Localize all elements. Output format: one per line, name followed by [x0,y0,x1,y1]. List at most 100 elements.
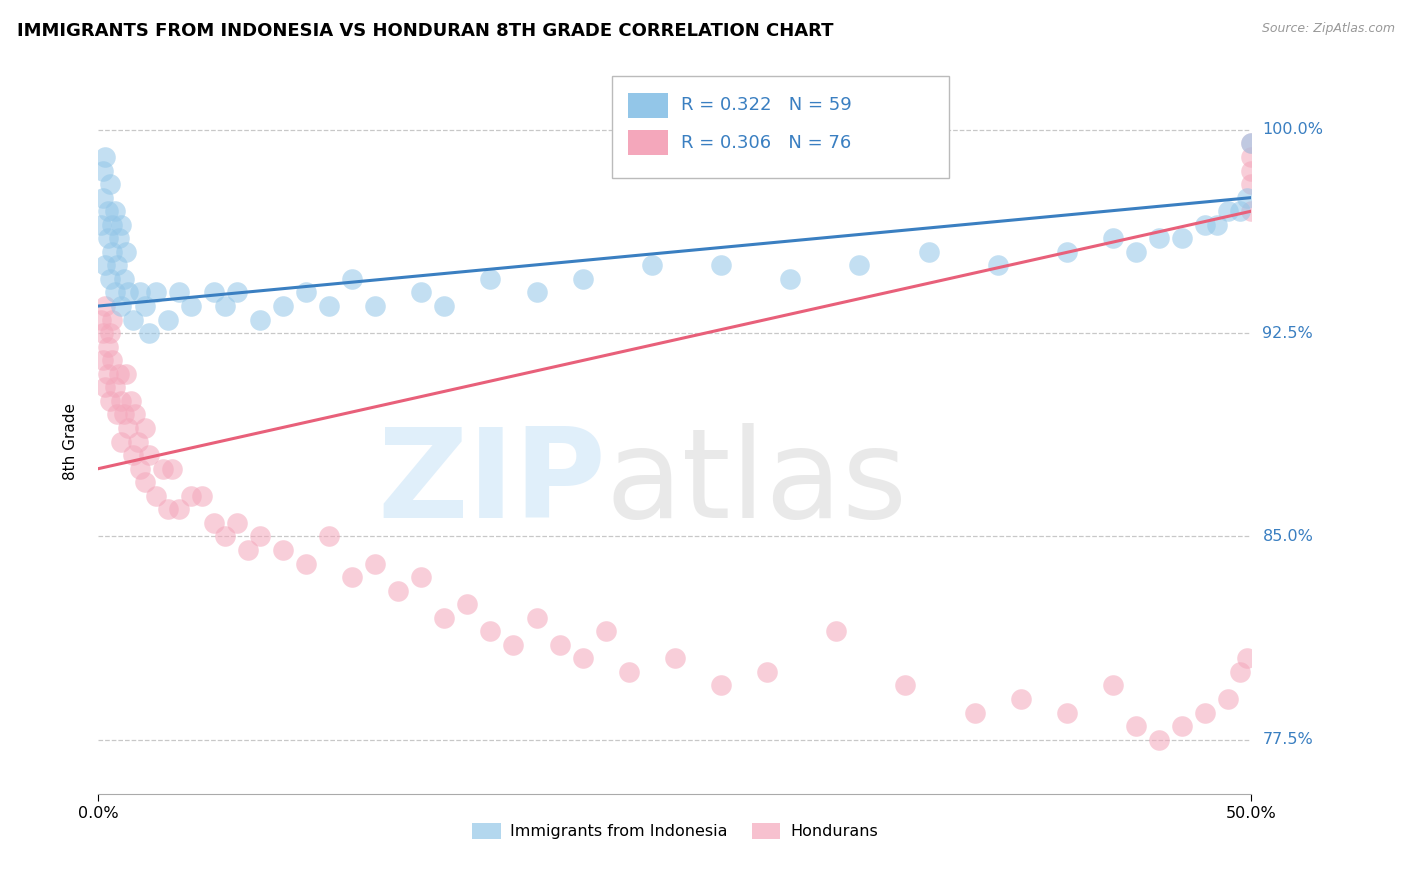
Point [1236,191,1258,205]
Point [1240,136,1263,151]
Point [156,502,179,516]
Point [180,299,202,313]
Point [103,285,125,300]
Point [1056,244,1078,259]
Point [526,611,548,625]
Point [134,475,156,490]
Point [191,489,214,503]
Point [167,285,190,300]
Point [1240,204,1263,219]
Point [120,393,142,408]
Point [1125,244,1147,259]
Point [1171,231,1194,245]
Point [97,231,120,245]
Point [779,272,801,286]
Point [1240,150,1263,164]
Point [411,285,433,300]
Point [571,272,593,286]
Point [105,408,128,422]
Point [103,380,125,394]
Point [548,638,571,652]
Point [641,259,664,273]
Point [94,150,117,164]
Point [318,529,340,543]
Point [479,272,502,286]
Point [129,285,152,300]
Point [202,516,225,530]
Point [249,312,271,326]
Point [1102,678,1125,692]
Point [1010,692,1032,706]
Point [115,244,138,259]
Point [710,678,733,692]
Point [112,408,135,422]
Point [433,611,456,625]
Point [595,624,617,639]
Point [1229,204,1251,219]
Point [225,285,247,300]
Text: Source: ZipAtlas.com: Source: ZipAtlas.com [1261,22,1395,36]
Point [134,299,156,313]
Point [295,557,318,571]
Text: 92.5%: 92.5% [1263,326,1313,341]
Point [90,312,112,326]
Point [987,259,1010,273]
Text: IMMIGRANTS FROM INDONESIA VS HONDURAN 8TH GRADE CORRELATION CHART: IMMIGRANTS FROM INDONESIA VS HONDURAN 8T… [17,22,834,40]
Point [917,244,939,259]
Point [138,448,160,462]
Point [101,312,124,326]
Point [98,326,121,340]
Point [1205,218,1227,232]
Point [129,461,152,475]
Point [411,570,433,584]
Point [122,448,145,462]
Text: ZIP: ZIP [377,424,606,544]
Point [202,285,225,300]
Point [97,204,120,219]
Point [145,489,167,503]
Point [1147,231,1170,245]
Point [526,285,548,300]
Point [963,706,986,720]
Point [1240,163,1263,178]
Point [91,191,114,205]
Point [295,285,318,300]
Point [387,583,409,598]
Point [90,218,112,232]
Text: atlas: atlas [606,424,908,544]
Point [91,326,114,340]
Point [160,461,183,475]
Point [1194,218,1216,232]
Point [664,651,686,665]
Point [479,624,502,639]
Point [98,393,121,408]
Point [122,312,145,326]
Point [214,299,236,313]
Point [1229,665,1251,679]
Point [1218,204,1240,219]
Point [249,529,271,543]
Point [848,259,870,273]
Point [1240,136,1263,151]
Point [98,177,121,191]
Point [238,543,260,558]
Point [894,678,917,692]
Text: 100.0%: 100.0% [1263,122,1323,137]
Point [1171,719,1194,733]
Text: R = 0.306   N = 76: R = 0.306 N = 76 [681,134,851,152]
Point [108,367,131,381]
Point [180,489,202,503]
Point [825,624,848,639]
Point [502,638,524,652]
Point [91,353,114,368]
Text: 85.0%: 85.0% [1263,529,1313,544]
Point [112,272,135,286]
Point [456,597,478,611]
Point [103,204,125,219]
Point [1236,651,1258,665]
Point [1056,706,1078,720]
Point [94,259,117,273]
Point [108,231,131,245]
Point [1240,177,1263,191]
Legend: Immigrants from Indonesia, Hondurans: Immigrants from Indonesia, Hondurans [465,816,884,846]
